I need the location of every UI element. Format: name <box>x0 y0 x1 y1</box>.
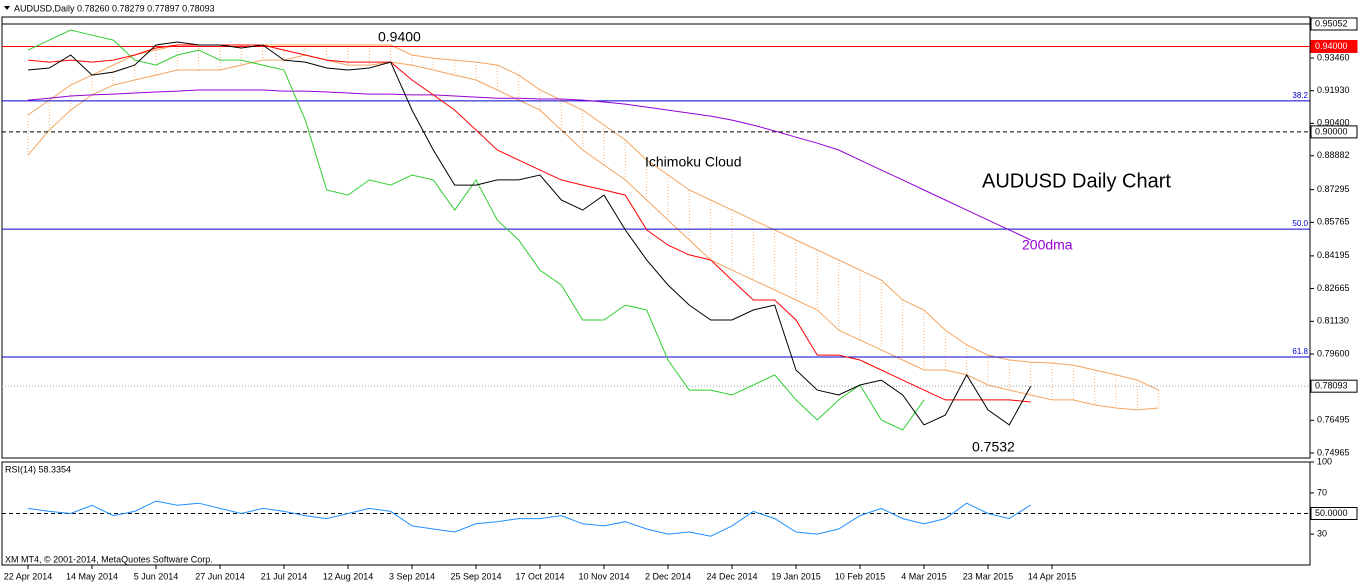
chart-title: AUDUSD,Daily 0.78260 0.78279 0.77897 0.7… <box>14 3 215 13</box>
y-tick-label: 0.76495 <box>1317 415 1350 425</box>
x-tick-label: 21 Jul 2014 <box>261 571 308 581</box>
y-tick-label: 0.90400 <box>1317 118 1350 128</box>
level-label: 50.0000 <box>1315 508 1348 518</box>
x-tick-label: 3 Sep 2014 <box>389 571 435 581</box>
y-tick-label: 0.79600 <box>1317 348 1350 358</box>
level-box <box>1310 125 1358 139</box>
menu-arrow <box>4 6 10 10</box>
annotation: 200dma <box>1022 237 1073 253</box>
level-label: 0.90000 <box>1315 126 1348 136</box>
level-label: 0.78093 <box>1315 381 1348 391</box>
y-tick-label: 30 <box>1317 528 1327 538</box>
level-box <box>1310 379 1358 393</box>
y-tick-label: 70 <box>1317 487 1327 497</box>
series-line <box>27 500 1031 537</box>
x-tick-label: 12 Aug 2014 <box>323 571 374 581</box>
annotation: Ichimoku Cloud <box>645 154 742 170</box>
level-box <box>1310 507 1358 520</box>
footer: XM MT4, © 2001-2014, MetaQuotes Software… <box>5 554 213 564</box>
level-label: 0.95052 <box>1315 18 1348 28</box>
level-box <box>1310 17 1358 31</box>
y-tick-label: 0.87295 <box>1317 184 1350 194</box>
x-tick-label: 14 Apr 2015 <box>1028 571 1077 581</box>
x-tick-label: 14 May 2014 <box>66 571 118 581</box>
x-tick-label: 24 Dec 2014 <box>706 571 757 581</box>
level-box <box>1310 39 1358 53</box>
x-tick-label: 22 Apr 2014 <box>4 571 53 581</box>
annotation: AUDUSD Daily Chart <box>982 170 1171 192</box>
y-tick-label: 0.81130 <box>1317 316 1349 326</box>
x-tick-label: 19 Jan 2015 <box>771 571 821 581</box>
y-tick-label: 0.74965 <box>1317 447 1350 457</box>
series-line <box>27 29 925 431</box>
x-tick-label: 23 Mar 2015 <box>963 571 1014 581</box>
x-tick-label: 5 Jun 2014 <box>134 571 179 581</box>
rsi-title: RSI(14) 58.3354 <box>5 464 71 474</box>
y-tick-label: 0.93460 <box>1317 52 1350 62</box>
y-tick-label: 0.91930 <box>1317 85 1350 95</box>
x-tick-label: 2 Dec 2014 <box>645 571 691 581</box>
x-tick-label: 25 Sep 2014 <box>450 571 501 581</box>
series-line <box>27 89 1031 241</box>
level-label: 0.94000 <box>1315 41 1348 51</box>
y-tick-label: 0.85765 <box>1317 217 1350 227</box>
y-tick-label: 0.88882 <box>1317 150 1350 160</box>
series-line <box>27 41 1032 426</box>
x-tick-label: 10 Nov 2014 <box>578 571 629 581</box>
x-tick-label: 17 Oct 2014 <box>515 571 564 581</box>
level-label: 61.8 <box>1292 347 1308 356</box>
level-label: 38.2 <box>1292 91 1308 100</box>
x-tick-label: 10 Feb 2015 <box>835 571 886 581</box>
x-tick-label: 4 Mar 2015 <box>901 571 947 581</box>
y-tick-label: 100 <box>1317 456 1332 466</box>
cloud-edge <box>27 54 1159 411</box>
annotation: 0.9400 <box>378 29 421 45</box>
annotation: 0.7532 <box>972 439 1015 455</box>
level-label: 50.0 <box>1292 219 1308 228</box>
main-panel <box>1 16 1311 459</box>
x-tick-label: 27 Jun 2014 <box>195 571 245 581</box>
y-tick-label: 0.84195 <box>1317 250 1350 260</box>
y-tick-label: 0.82665 <box>1317 283 1350 293</box>
